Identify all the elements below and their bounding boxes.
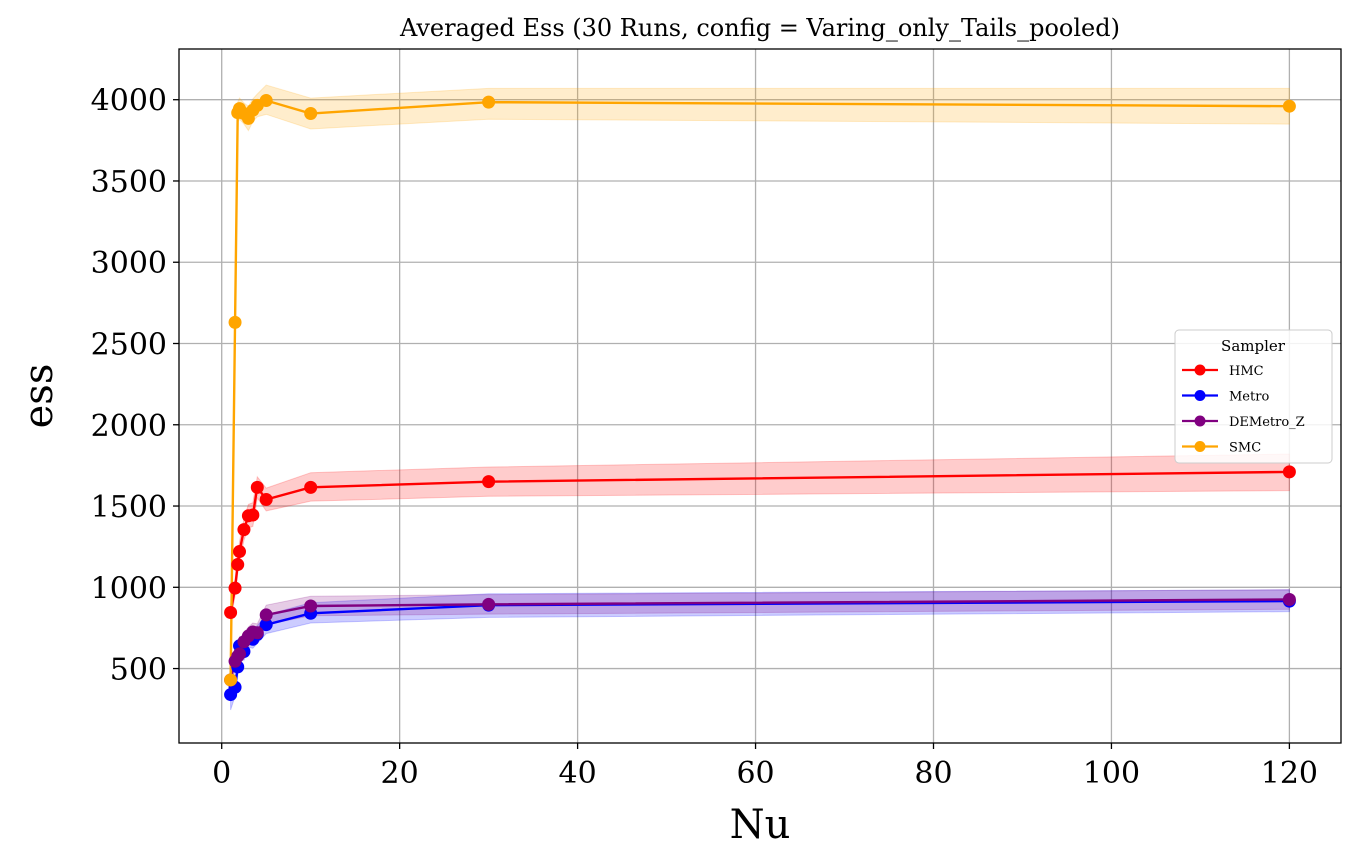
legend-smc-marker [1194, 441, 1206, 452]
x-tick-label: 40 [559, 756, 597, 791]
y-tick-label: 1500 [91, 490, 167, 525]
hmc-point [228, 581, 242, 595]
hmc-point [259, 493, 273, 507]
legend-hmc-marker [1194, 364, 1206, 376]
x-tick-label: 100 [1083, 756, 1140, 791]
demetro-z-point [304, 599, 318, 613]
y-tick-label: 1000 [91, 571, 167, 606]
demetro-z-point [482, 597, 496, 611]
smc-point [482, 95, 496, 109]
x-tick-label: 80 [914, 756, 952, 791]
x-tick-label: 120 [1261, 756, 1318, 791]
legend-hmc-label: HMC [1229, 364, 1264, 379]
hmc-point [233, 545, 247, 559]
x-axis-label: Nu [730, 802, 791, 848]
series-points [224, 94, 1296, 702]
hmc-point [304, 480, 318, 494]
y-tick-label: 4000 [91, 84, 167, 119]
legend-title: Sampler [1221, 337, 1286, 355]
legend-smc-label: SMC [1229, 441, 1261, 456]
x-tick-label: 60 [736, 756, 774, 791]
plot-frame [178, 48, 1342, 744]
hmc-point [250, 480, 264, 494]
metro-point [259, 618, 273, 632]
legend-demetro-z-label: DEMetro_Z [1229, 415, 1305, 430]
smc-point [224, 673, 238, 687]
legend-entries: HMC Metro DEMetro_Z SMC [1182, 364, 1305, 456]
legend-demetro-z-marker [1194, 415, 1206, 427]
legend-box [1174, 329, 1333, 464]
demetro-z-point [250, 626, 264, 640]
y-ticks: 500 1000 1500 2000 2500 3000 3500 4000 [91, 84, 179, 688]
y-tick-label: 2000 [91, 409, 167, 444]
hmc-point [224, 605, 238, 619]
chart-title: Averaged Ess (30 Runs, config = Varing_o… [399, 14, 1120, 42]
smc-band [230, 84, 1290, 689]
y-axis-label: ess [16, 364, 62, 429]
hmc-point [246, 508, 260, 522]
x-tick-label: 20 [381, 756, 419, 791]
y-tick-label: 500 [110, 653, 167, 688]
y-tick-label: 3000 [91, 246, 167, 281]
hmc-point [237, 523, 251, 537]
legend-metro-marker [1194, 390, 1206, 401]
x-tick-label: 0 [212, 756, 231, 791]
x-ticks: 0 20 40 60 80 100 120 [212, 743, 1318, 791]
hmc-point [482, 475, 496, 489]
y-tick-label: 2500 [91, 328, 167, 363]
demetro-z-point [1282, 592, 1296, 606]
legend-metro-label: Metro [1229, 390, 1269, 405]
legend: Sampler HMC Metro DEMetro_Z SMC [1174, 329, 1333, 464]
demetro-z-point [259, 608, 273, 622]
hmc-point [231, 558, 245, 572]
grid [179, 49, 1341, 743]
smc-point [304, 107, 318, 121]
smc-point [228, 315, 242, 329]
demetro-z-point [233, 647, 247, 661]
y-tick-label: 3500 [91, 165, 167, 200]
hmc-point [1282, 465, 1296, 479]
smc-point [259, 94, 273, 108]
smc-point [1282, 99, 1296, 113]
